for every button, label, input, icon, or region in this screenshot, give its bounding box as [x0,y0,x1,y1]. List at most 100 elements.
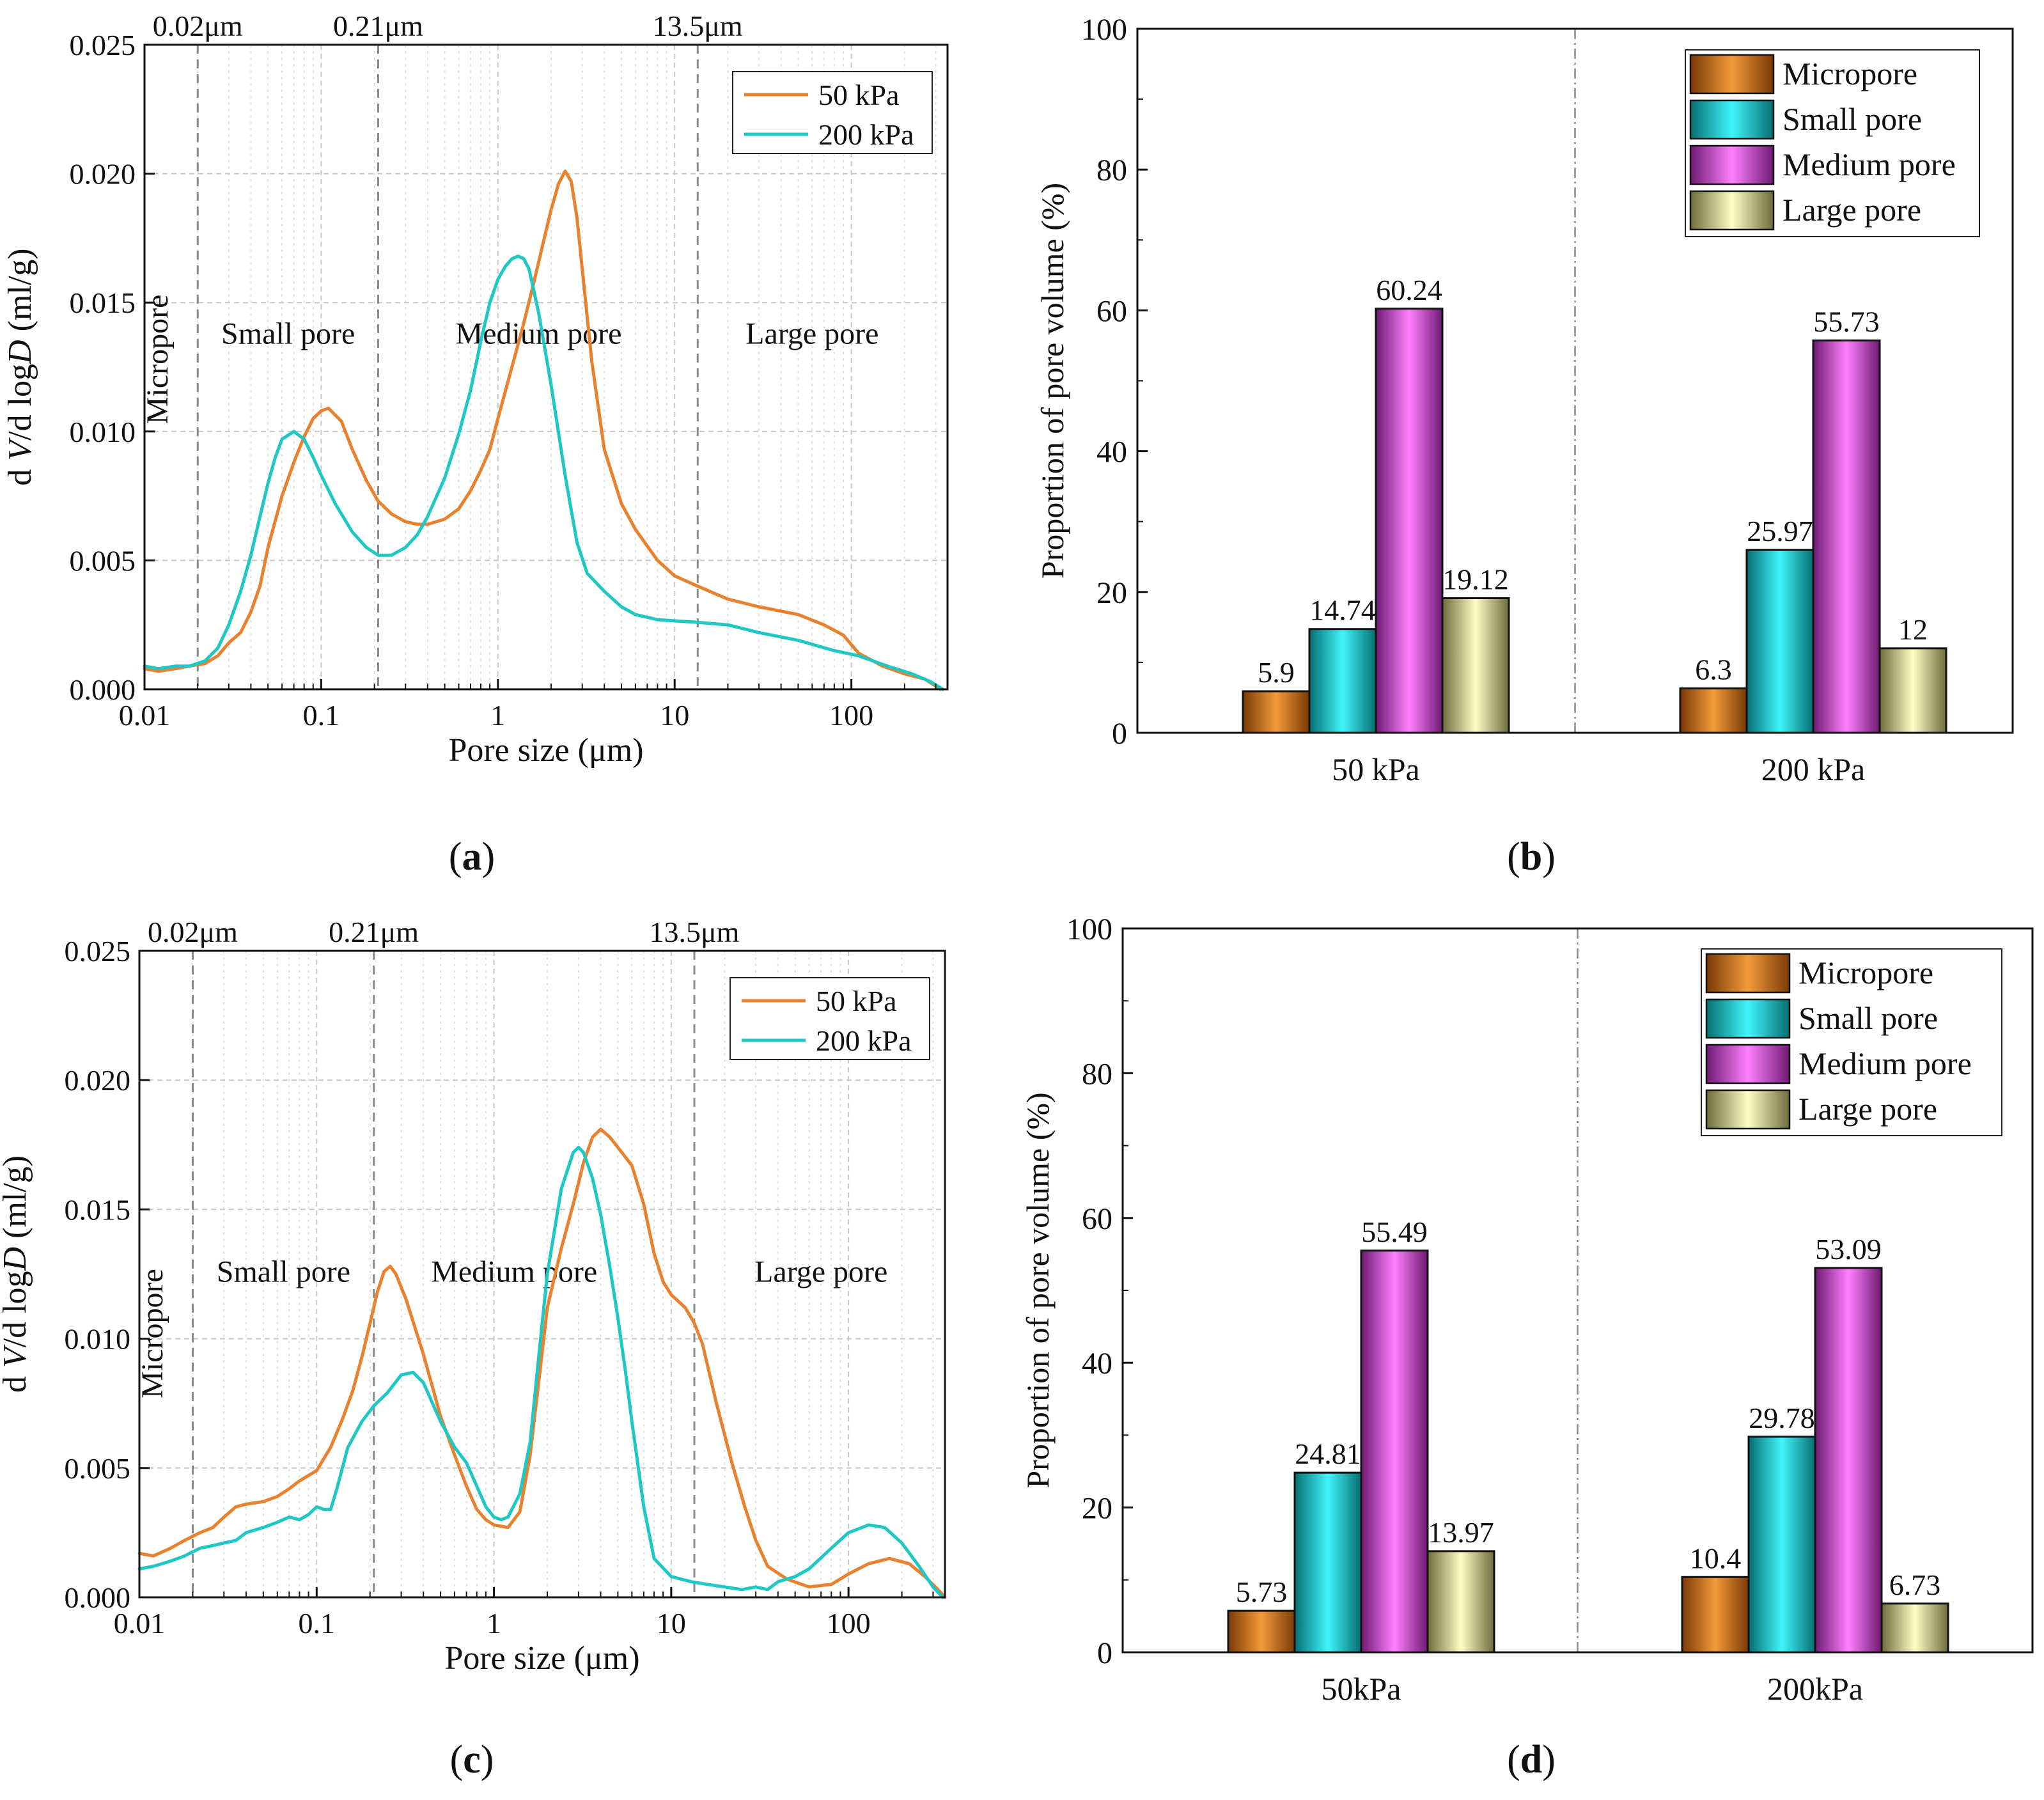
bar-value-label: 6.3 [1695,653,1732,686]
legend-label: Micropore [1798,955,1933,990]
legend-swatch [1705,953,1791,994]
series-line [143,254,945,691]
y-tick-label: 40 [1082,1347,1112,1381]
legend-swatch [1705,1089,1791,1130]
legend-swatch [1689,190,1775,231]
y-tick-label: 100 [1081,13,1127,47]
bar-value-label: 6.73 [1889,1569,1941,1601]
bar [1681,1576,1750,1654]
bar-value-label: 60.24 [1376,274,1442,306]
bar [1227,1609,1296,1654]
bar [1878,647,1947,734]
x-tick-label: 1 [487,1607,501,1640]
bar-value-label: 29.78 [1749,1402,1815,1434]
x-tick-label: 0.1 [303,699,340,732]
panel-label-b: (b) [1507,835,1556,879]
bar [1375,308,1444,734]
plot-frame [138,950,946,1599]
boundary-label: 0.21μm [329,916,419,948]
x-category-label: 200 kPa [1761,751,1866,787]
bar [1242,690,1311,734]
bar-value-label: 5.73 [1236,1576,1288,1608]
y-tick-label: 0.025 [65,935,131,967]
bar-value-label: 14.74 [1309,594,1376,627]
boundary-label: 13.5μm [650,916,740,948]
x-axis-label: Pore size (μm) [444,1640,639,1677]
y-tick-label: 0.025 [70,29,136,61]
bar-value-label: 19.12 [1442,563,1509,595]
bar-value-label: 13.97 [1428,1516,1494,1549]
panel-label-d: (d) [1507,1738,1556,1781]
y-tick-label: 40 [1096,435,1127,469]
y-axis-label-part: (ml/g) [2,248,38,340]
legend-swatch [1689,99,1775,140]
legend-label: Medium pore [1798,1045,1972,1081]
bar-value-label: 24.81 [1295,1437,1361,1470]
y-axis-label-part: d [0,1368,33,1393]
panel-c: 0.02μm 0.21μm 13.5μm Micropore Small pore Med… [0,916,947,1677]
y-tick-label: 0 [1097,1636,1112,1670]
y-tick-label: 0.020 [70,158,136,191]
y-axis-label-part: d [2,461,38,486]
bar-value-label: 53.09 [1815,1233,1882,1265]
legend-label: Large pore [1798,1091,1937,1127]
bar [1745,549,1814,734]
y-tick-label: 20 [1082,1492,1112,1526]
series-line [137,1127,947,1599]
bar [1679,687,1748,734]
x-tick-label: 100 [829,699,873,732]
region-label: Large pore [754,1255,887,1289]
y-axis-label: d V/d logD (ml/g) [2,248,38,485]
bar [1747,1436,1816,1654]
y-axis-label-part: D [0,1247,33,1272]
region-label: Small pore [217,1255,350,1289]
legend-label: Small pore [1783,101,1922,137]
y-axis-label-part: /d log [2,364,38,441]
y-tick-label: 0.015 [70,286,136,319]
region-label: Small pore [221,317,355,351]
y-tick-label: 0.005 [70,544,136,577]
plot-frame [143,43,949,691]
x-tick-label: 100 [827,1607,871,1640]
bar [1814,1267,1883,1654]
y-axis-label: d V/d logD (ml/g) [0,1155,33,1393]
bar-value-label: 10.4 [1690,1542,1742,1574]
legend-label: 50 kPa [818,79,900,111]
panel-label-a: (a) [449,835,495,879]
bar-value-label: 55.73 [1813,305,1880,338]
y-axis-label-part: V [2,437,38,461]
y-tick-label: 80 [1082,1057,1112,1091]
bar [1293,1471,1362,1654]
legend-swatch [1705,998,1791,1039]
y-axis-label: Proportion of pore volume (%) [1034,183,1070,579]
legend-label: Small pore [1798,1000,1938,1036]
x-tick-label: 0.01 [114,1607,166,1640]
bar-value-label: 25.97 [1747,515,1813,547]
x-category-label: 50kPa [1322,1671,1401,1707]
x-category-label: 200kPa [1767,1671,1863,1707]
y-tick-label: 0.000 [70,673,136,706]
y-tick-label: 0.015 [65,1193,131,1226]
bar [1441,597,1510,734]
bar [1880,1602,1949,1654]
y-tick-label: 0.005 [65,1452,131,1485]
x-category-label: 50 kPa [1332,751,1420,787]
y-tick-label: 20 [1096,576,1127,610]
panel-label-c: (c) [450,1738,494,1781]
bar [1360,1249,1429,1654]
legend-label: Medium pore [1783,146,1956,182]
legend-label: 200 kPa [818,118,914,151]
region-label: Medium pore [431,1255,597,1289]
y-tick-label: 0.000 [65,1581,131,1614]
y-tick-label: 60 [1082,1202,1112,1236]
boundary-label: 0.21μm [333,10,423,42]
legend-label: Large pore [1783,192,1921,228]
legend-label: 200 kPa [816,1024,912,1057]
legend-box [729,977,930,1060]
y-tick-label: 80 [1096,153,1127,187]
y-tick-label: 100 [1066,912,1112,946]
region-label: Large pore [745,317,878,351]
y-tick-label: 0.010 [65,1323,131,1356]
y-axis-label-part: /d log [0,1271,33,1347]
